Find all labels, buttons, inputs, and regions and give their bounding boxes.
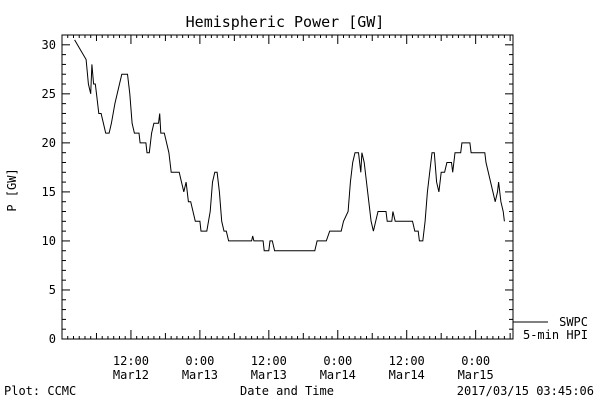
x-tick-date-label: Mar14 [320,368,356,382]
x-axis-label: Date and Time [240,384,334,398]
x-tick-date-label: Mar12 [113,368,149,382]
x-tick-time-label: 12:00 [389,354,425,368]
y-tick-label: 10 [42,234,56,248]
y-tick-label: 30 [42,38,56,52]
x-tick-date-label: Mar15 [458,368,494,382]
legend-series-sub: 5-min HPI [523,328,588,342]
y-axis-ticks: 0 5 10 15 20 25 30 [42,34,513,346]
x-tick-time-label: 12:00 [251,354,287,368]
y-tick-label: 0 [49,332,56,346]
plot-timestamp: 2017/03/15 03:45:06 [457,384,594,398]
x-tick-time-label: 0:00 [461,354,490,368]
series-line-swpc [74,39,505,252]
x-tick-date-label: Mar13 [182,368,218,382]
plot-credit: Plot: CCMC [4,384,76,398]
data-series [74,39,505,252]
y-axis-label: P [GW] [5,168,19,211]
plot-frame [61,34,514,340]
x-tick-date-label: Mar13 [251,368,287,382]
x-tick-date-label: Mar14 [389,368,425,382]
y-tick-label: 5 [49,283,56,297]
x-tick-time-label: 0:00 [185,354,214,368]
y-tick-label: 25 [42,87,56,101]
y-tick-label: 20 [42,136,56,150]
chart-title: Hemispheric Power [GW] [186,13,385,31]
y-tick-label: 15 [42,185,56,199]
legend-series-name: SWPC [559,315,588,329]
x-tick-time-label: 12:00 [113,354,149,368]
x-axis-ticks: 12:00Mar120:00Mar1312:00Mar130:00Mar1412… [61,35,511,382]
x-tick-time-label: 0:00 [323,354,352,368]
